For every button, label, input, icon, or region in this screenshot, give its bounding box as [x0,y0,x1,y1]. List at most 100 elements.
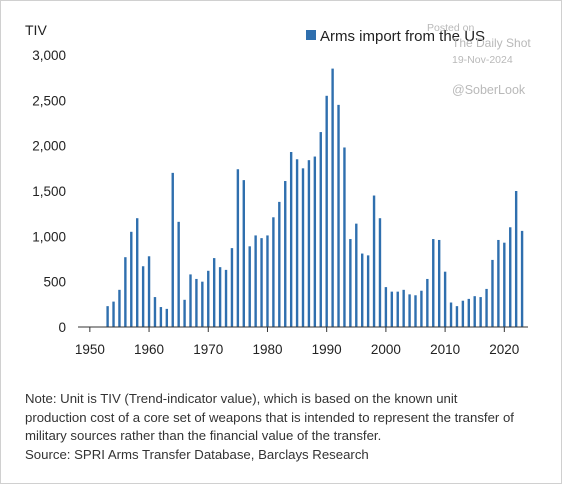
x-tick-label: 1980 [252,342,282,357]
x-tick-label: 1970 [193,342,223,357]
bar [266,235,269,327]
bar [420,290,423,327]
bar [254,235,257,327]
bar [147,256,151,327]
bar [361,253,364,327]
bar [307,160,311,327]
y-tick-label: 2,000 [32,139,66,154]
bar [165,308,169,327]
bar [177,221,180,327]
bar [171,172,174,327]
y-axis-unit-label: TIV [25,22,47,38]
bar [485,288,488,327]
y-tick-label: 3,000 [32,48,66,63]
bar [325,95,328,327]
bar [124,257,127,327]
bars [106,68,524,328]
bar [301,168,305,327]
y-tick-label: 500 [43,275,66,290]
bar [479,297,482,327]
bar [467,298,470,327]
bar [337,104,340,328]
watermark-posted-on: Posted on [427,22,474,34]
watermark-date: 19-Nov-2024 [452,54,513,66]
bar [372,195,376,327]
legend: Arms import from the US [306,28,485,45]
bar [141,266,145,327]
watermark-handle: @SoberLook [452,83,526,97]
bar [106,306,109,327]
x-tick-label: 2020 [489,342,519,357]
bar [201,281,204,327]
x-tick-label: 1950 [75,342,105,357]
bar [497,239,500,327]
footnote-line: Note: Unit is TIV (Trend-indicator value… [25,391,458,406]
bar [207,270,210,327]
bar [426,278,429,327]
bar [432,239,435,327]
bar [366,255,370,327]
bar [218,267,222,327]
bar [319,132,322,327]
bar [313,156,317,327]
x-tick-label: 1960 [134,342,164,357]
bar [295,159,299,327]
bar [248,246,251,327]
bar [443,271,447,327]
bar [212,258,216,327]
bar [408,294,411,327]
watermark-source: The Daily Shot [452,36,531,50]
bar [260,238,263,327]
bar [455,306,459,327]
bar [491,259,494,327]
bar [349,239,352,327]
bar [130,231,133,327]
bar-chart: TIV Arms import from the US Posted on Th… [25,22,531,357]
bar [331,68,334,327]
bar [390,291,394,327]
x-tick-label: 2010 [430,342,460,357]
y-tick-label: 0 [58,320,66,335]
bar [378,218,382,327]
bar [437,239,441,327]
bar [278,201,281,327]
bar [183,299,186,327]
bar [384,287,388,327]
bar [355,223,358,327]
watermark: Posted on The Daily Shot 19-Nov-2024 @So… [427,22,531,97]
footnote-line: military sources rather than the financi… [25,428,382,443]
bar [284,181,287,327]
bar [224,269,228,327]
bar [396,291,399,327]
bar [402,289,405,327]
bar [520,230,524,327]
bar [153,297,157,327]
y-tick-label: 1,000 [32,229,66,244]
bar [461,300,465,327]
bar [112,301,115,327]
bar [118,289,121,327]
y-tick-label: 2,500 [32,93,66,108]
y-tick-label: 1,500 [32,184,66,199]
bar [449,302,453,327]
legend-label: Arms import from the US [320,28,485,45]
bar [343,147,346,327]
x-tick-label: 2000 [371,342,401,357]
bar [195,278,198,327]
footnote: Note: Unit is TIV (Trend-indicator value… [25,390,555,464]
bar [242,180,245,327]
y-axis: 0 500 1,000 1,500 2,000 2,500 3,000 [32,48,66,335]
legend-swatch [306,30,316,40]
bar [159,307,163,327]
x-axis: 1950 1960 1970 1980 1990 2000 2010 2020 [75,327,519,357]
source-line: Source: SPRI Arms Transfer Database, Bar… [25,446,369,462]
bar [514,191,518,327]
footnote-line: production cost of a core set of weapons… [25,409,514,425]
bar [272,217,275,327]
bar [289,152,293,327]
bar [414,295,417,327]
bar [236,169,240,327]
x-tick-label: 1990 [312,342,342,357]
bar [503,242,506,327]
